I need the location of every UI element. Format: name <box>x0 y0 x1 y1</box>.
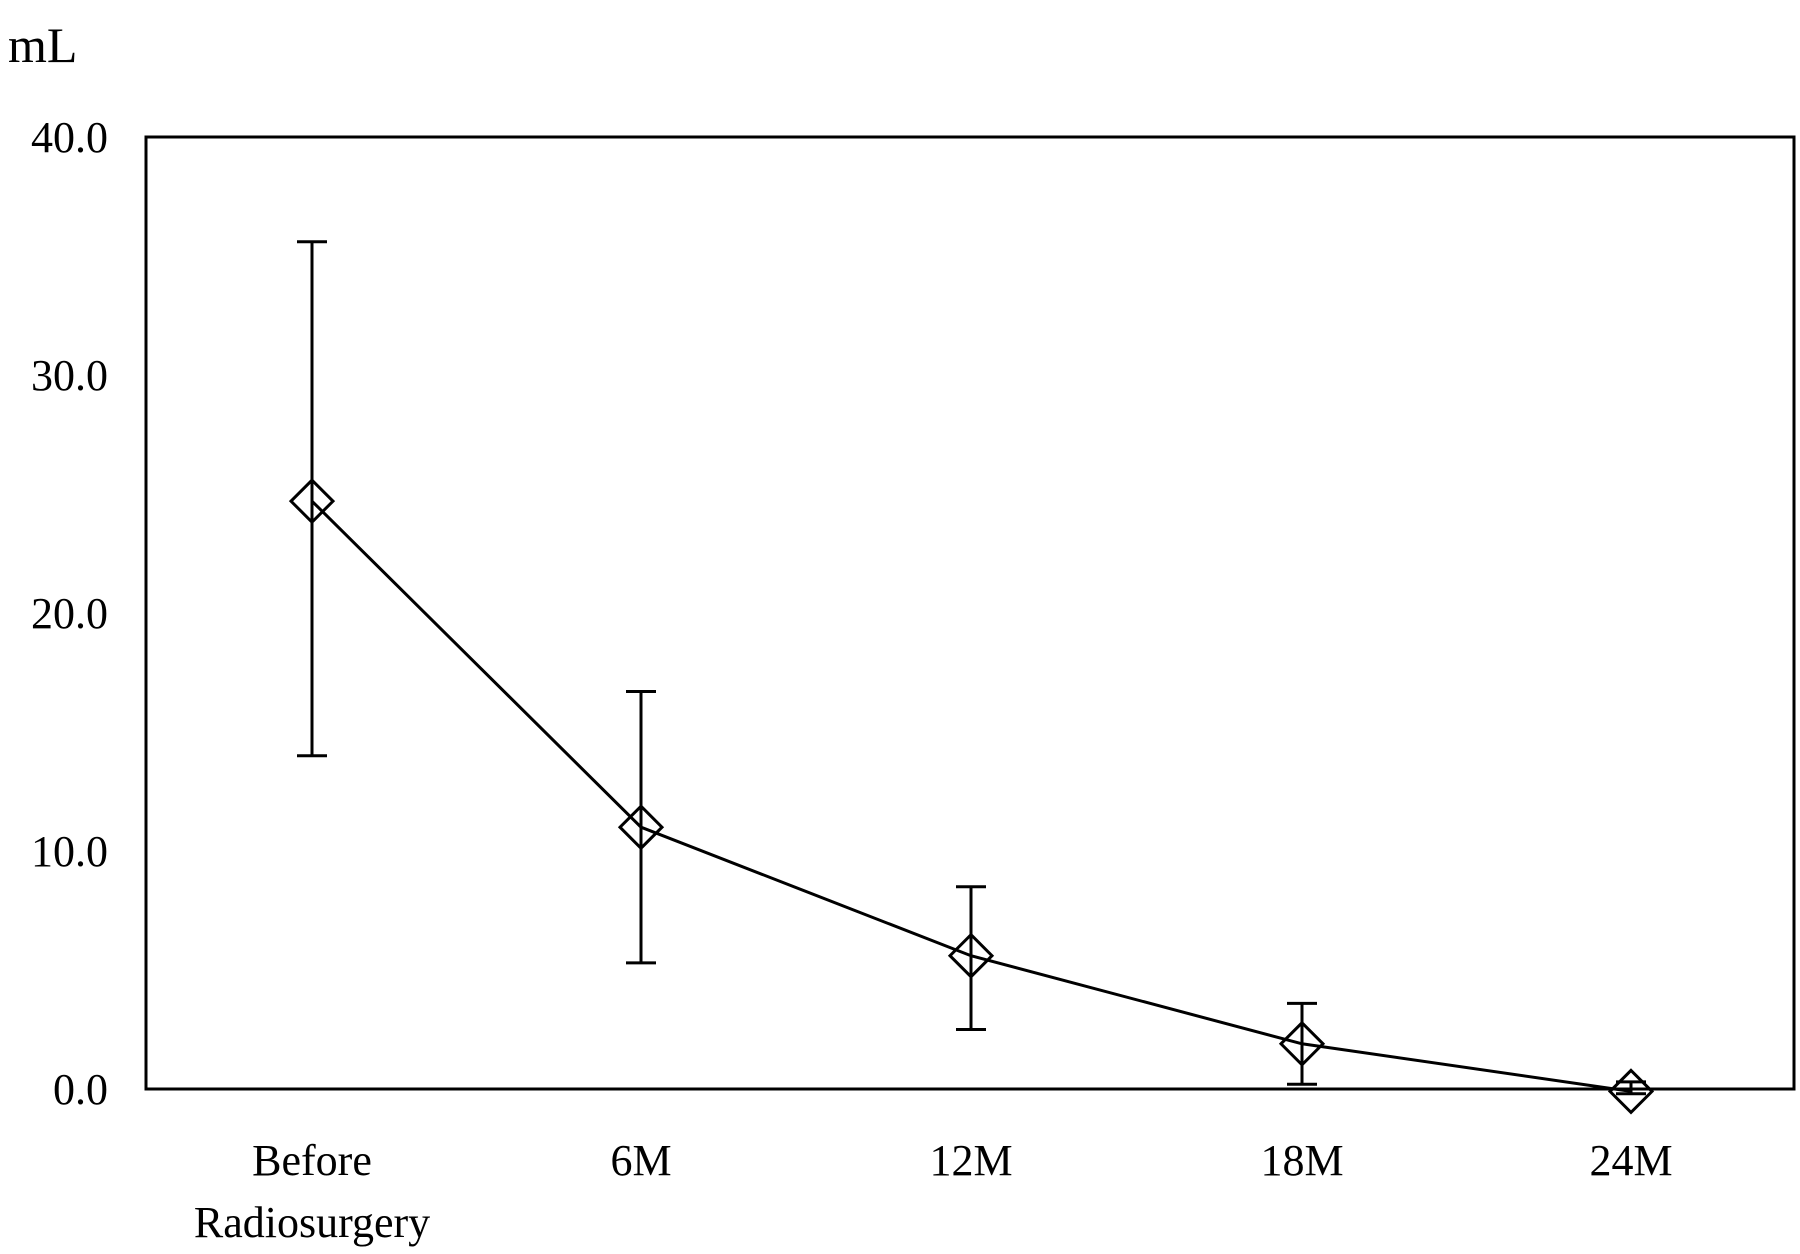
data-point-marker <box>1607 1068 1655 1115</box>
y-axis-label: mL <box>8 17 77 73</box>
y-axis-ticks: 0.0 10.0 20.0 30.0 40.0 <box>31 113 108 1114</box>
error-bars <box>297 240 1646 1096</box>
y-tick-label: 10.0 <box>31 827 108 876</box>
x-axis-ticks: Before Radiosurgery 6M 12M 18M 24M <box>194 1136 1673 1247</box>
plot-frame <box>144 135 1796 1091</box>
x-tick-label: 24M <box>1589 1136 1672 1185</box>
data-point-marker <box>288 478 336 525</box>
x-tick-label: Before <box>252 1136 372 1185</box>
y-tick-label: 20.0 <box>31 589 108 638</box>
x-tick-label: Radiosurgery <box>194 1198 430 1247</box>
y-tick-label: 30.0 <box>31 351 108 400</box>
data-point-marker <box>1278 1020 1326 1067</box>
series-line <box>310 500 1632 1093</box>
x-tick-label: 6M <box>610 1136 671 1185</box>
x-tick-label: 12M <box>929 1136 1012 1185</box>
x-tick-label: 18M <box>1260 1136 1343 1185</box>
data-point-marker <box>947 932 995 979</box>
y-tick-label: 40.0 <box>31 113 108 162</box>
y-tick-label: 0.0 <box>53 1065 108 1114</box>
data-point-marker <box>617 804 665 851</box>
data-markers <box>288 478 1655 1115</box>
